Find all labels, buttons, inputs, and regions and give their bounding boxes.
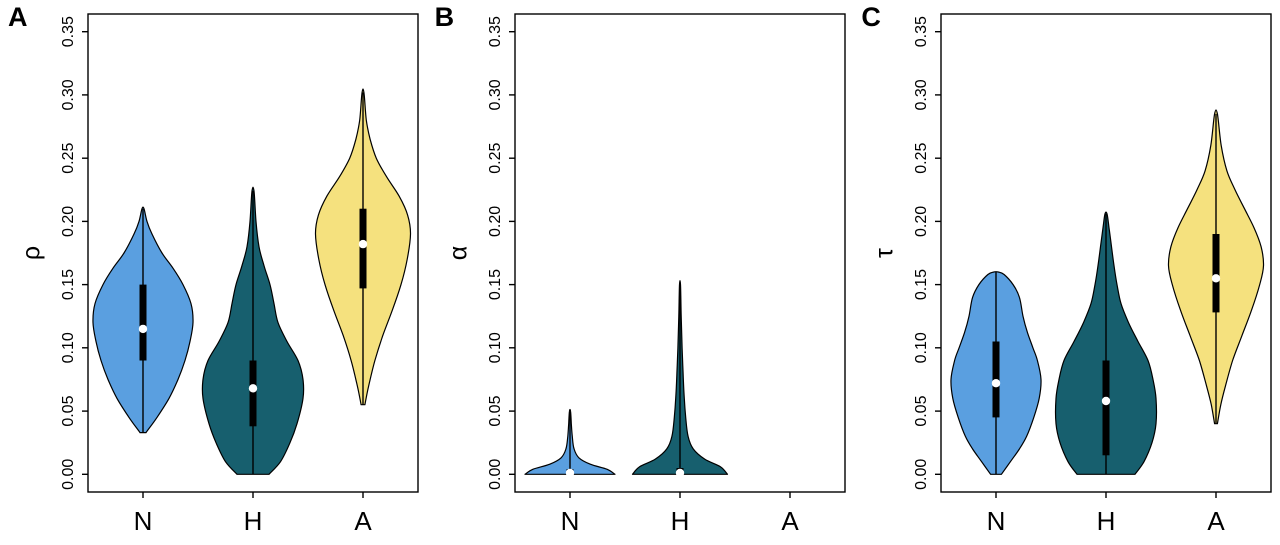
violin-svg-C: 0.00 0.05 0.10 0.15 0.20 0.25 0.30 0.35 N H A bbox=[913, 13, 1273, 536]
median-dot bbox=[138, 324, 148, 334]
x-category-label: H bbox=[244, 506, 263, 536]
y-tick-label: 0.05 bbox=[60, 395, 77, 426]
y-axis-label-tau: τ bbox=[870, 248, 899, 258]
y-tick-label: 0.20 bbox=[60, 206, 77, 237]
median-dot bbox=[1212, 274, 1221, 283]
panel-b: B α 0.00 0.05 0.10 0.15 0.20 0.25 0.30 0.35 N H A bbox=[427, 0, 854, 545]
median-dot bbox=[992, 379, 1001, 388]
y-tick-label: 0.30 bbox=[913, 79, 930, 110]
y-tick-label: 0.05 bbox=[913, 395, 930, 426]
y-tick-label: 0.20 bbox=[913, 206, 930, 237]
median-dot bbox=[358, 239, 368, 249]
y-tick-label: 0.10 bbox=[487, 332, 504, 363]
y-tick-label: 0.30 bbox=[60, 79, 77, 110]
y-tick-label: 0.35 bbox=[60, 16, 77, 47]
y-tick-label: 0.15 bbox=[913, 269, 930, 300]
y-tick-label: 0.10 bbox=[913, 332, 930, 363]
y-tick-label: 0.00 bbox=[913, 459, 930, 490]
median-dot bbox=[565, 468, 574, 478]
y-tick-label: 0.35 bbox=[487, 16, 504, 47]
iqr-box bbox=[249, 360, 257, 427]
y-tick-label: 0.00 bbox=[487, 459, 504, 490]
y-tick-label: 0.25 bbox=[60, 143, 77, 174]
panel-c: C τ 0.00 0.05 0.10 0.15 0.20 0.25 0.30 0.35 N H A bbox=[853, 0, 1280, 545]
x-category-label: H bbox=[670, 506, 689, 536]
y-tick-label: 0.20 bbox=[487, 206, 504, 237]
x-category-label: A bbox=[781, 506, 799, 536]
x-category-label: A bbox=[1208, 506, 1226, 536]
panel-a: A ρ 0.00 0.05 0.10 0.15 0.20 0.25 0.30 0.35 N H A bbox=[0, 0, 427, 545]
y-tick-label: 0.30 bbox=[487, 79, 504, 110]
median-dot bbox=[248, 384, 258, 393]
x-category-label: A bbox=[354, 506, 372, 536]
y-tick-label: 0.10 bbox=[60, 332, 77, 363]
iqr-box bbox=[359, 208, 367, 289]
x-category-label: N bbox=[987, 506, 1006, 536]
iqr-box bbox=[1102, 360, 1110, 456]
panel-label-b: B bbox=[434, 2, 455, 32]
y-tick-label: 0.25 bbox=[487, 143, 504, 174]
median-dot bbox=[675, 468, 684, 478]
y-tick-label: 0.05 bbox=[487, 395, 504, 426]
x-category-label: N bbox=[134, 506, 153, 536]
violin-svg-A: 0.00 0.05 0.10 0.15 0.20 0.25 0.30 0.35 N H A bbox=[60, 13, 419, 536]
y-tick-label: 0.15 bbox=[487, 269, 504, 300]
y-tick-label: 0.00 bbox=[60, 459, 77, 490]
panel-label-c: C bbox=[861, 2, 881, 32]
panel-label-a: A bbox=[8, 2, 28, 32]
y-axis-label-rho: ρ bbox=[17, 245, 46, 261]
median-dot bbox=[1102, 396, 1111, 406]
y-tick-label: 0.35 bbox=[913, 16, 930, 47]
y-axis-label-alpha: α bbox=[444, 245, 473, 261]
iqr-box bbox=[139, 284, 147, 361]
y-tick-label: 0.25 bbox=[913, 143, 930, 174]
violin-svg-B: 0.00 0.05 0.10 0.15 0.20 0.25 0.30 0.35 N H A bbox=[487, 13, 846, 536]
x-category-label: N bbox=[560, 506, 579, 536]
y-tick-label: 0.15 bbox=[60, 269, 77, 300]
x-category-label: H bbox=[1097, 506, 1116, 536]
iqr-box bbox=[1212, 234, 1220, 313]
